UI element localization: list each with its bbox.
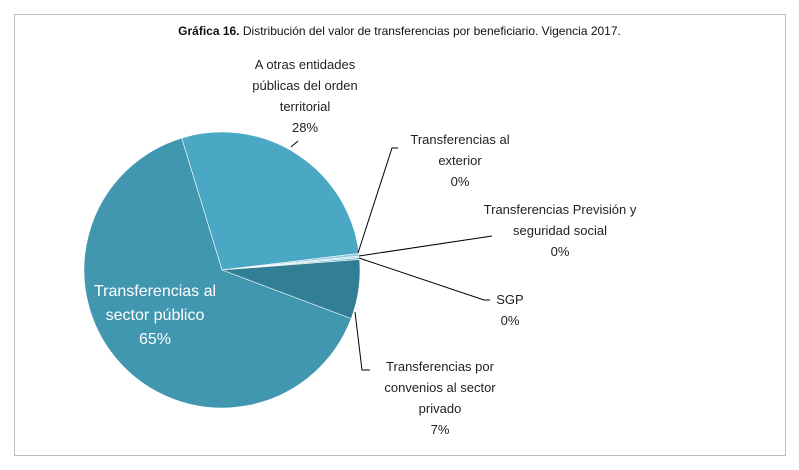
leader-line — [357, 147, 398, 254]
slice-label: Transferencias Previsión y seguridad soc… — [480, 199, 640, 262]
slice-name: Transferencias por convenios al sector p… — [384, 359, 496, 416]
leader-lines — [290, 140, 493, 371]
slice-value: 0% — [450, 174, 470, 189]
slice-label: Transferencias al exterior 0% — [400, 129, 520, 192]
slice-name: A otras entidades públicas del orden ter… — [252, 57, 358, 114]
slice-name: SGP — [496, 292, 524, 307]
slice-value: 0% — [500, 313, 520, 328]
slice-label: A otras entidades públicas del orden ter… — [235, 54, 375, 138]
leader-line — [358, 235, 493, 257]
slice-label: Transferencias por convenios al sector p… — [370, 356, 510, 440]
slice-value: 0% — [550, 244, 570, 259]
slice-value: 65% — [138, 331, 172, 348]
pie-slice — [83, 137, 352, 409]
slice-label: Transferencias al sector público 65% — [75, 280, 235, 352]
pie-slice — [181, 131, 360, 271]
slice-value: 28% — [291, 120, 319, 135]
slice-name: Transferencias al exterior — [410, 132, 510, 168]
leader-line — [358, 257, 490, 301]
slices — [83, 131, 361, 409]
slice-value: 7% — [430, 422, 450, 437]
title-text: Distribución del valor de transferencias… — [242, 24, 621, 38]
slice-name: Transferencias al sector público — [93, 283, 217, 324]
title-label: Gráfica 16. — [178, 24, 240, 38]
chart-title: Gráfica 16. Distribución del valor de tr… — [0, 24, 799, 38]
slice-label: SGP 0% — [470, 289, 550, 331]
slice-name: Transferencias Previsión y seguridad soc… — [483, 202, 637, 238]
leader-line — [354, 311, 370, 371]
leader-line — [290, 140, 299, 148]
